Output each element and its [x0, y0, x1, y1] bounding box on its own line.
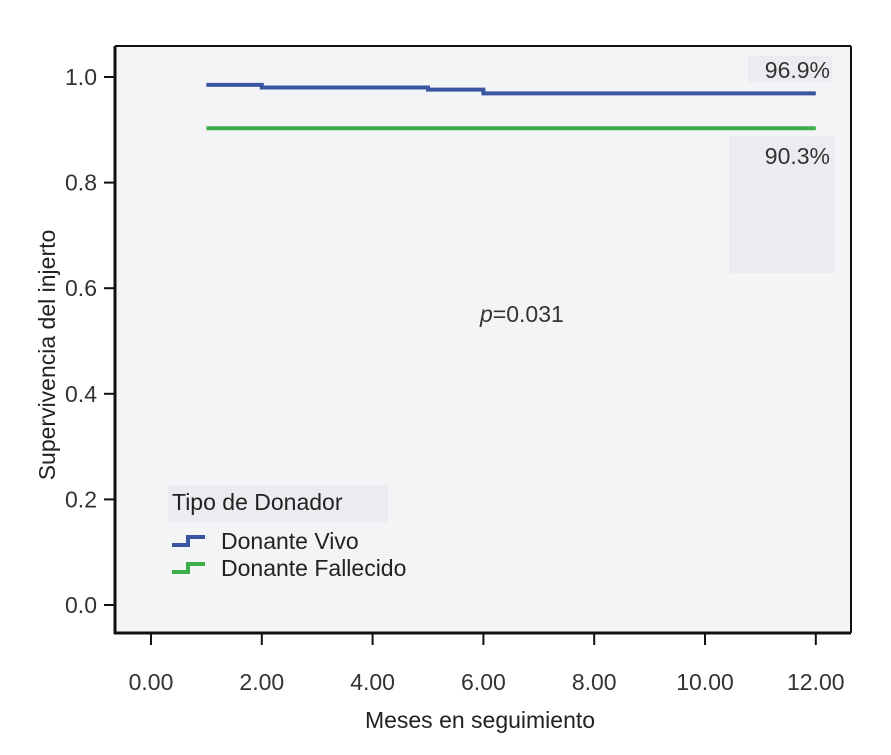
x-tick-label: 2.00	[239, 669, 284, 695]
x-tick-label: 6.00	[461, 669, 506, 695]
y-tick-label: 1.0	[65, 64, 97, 90]
x-ticks: 0.00 2.00 4.00 6.00 8.00 10.00 12.00	[129, 633, 845, 695]
p-value: =0.031	[493, 301, 564, 327]
legend-label: Donante Fallecido	[221, 555, 406, 581]
series-line-donante-vivo	[206, 82, 816, 96]
legend-label: Donante Vivo	[221, 528, 359, 554]
y-tick-label: 0.6	[65, 275, 97, 301]
plot-background	[115, 46, 851, 633]
y-tick-label: 0.8	[65, 170, 97, 196]
x-tick-label: 0.00	[129, 669, 174, 695]
x-tick-label: 12.00	[787, 669, 845, 695]
legend-title: Tipo de Donador	[172, 489, 343, 515]
y-ticks: 0.0 0.2 0.4 0.6 0.8 1.0	[65, 64, 115, 618]
y-axis-label: Supervivencia del injerto	[34, 230, 60, 481]
p-italic: p	[479, 301, 493, 327]
legend-background	[168, 485, 388, 522]
x-tick-label: 4.00	[350, 669, 395, 695]
x-axis-label: Meses en seguimiento	[365, 707, 595, 733]
legend-key-icon	[172, 562, 205, 574]
annotation-96-9: 96.9%	[765, 57, 830, 83]
annotation-box	[729, 136, 834, 273]
x-tick-label: 10.00	[676, 669, 734, 695]
y-tick-label: 0.2	[65, 486, 97, 512]
annotation-box	[748, 56, 832, 82]
annotations: 96.9% 90.3% p=0.031	[479, 56, 834, 327]
legend-key-icon	[172, 535, 205, 547]
y-tick-label: 0.4	[65, 381, 97, 407]
annotation-90-3: 90.3%	[765, 143, 830, 169]
x-tick-label: 8.00	[572, 669, 617, 695]
p-value-annotation: p=0.031	[479, 301, 564, 327]
marks-layer	[206, 82, 816, 131]
y-tick-label: 0.0	[65, 592, 97, 618]
